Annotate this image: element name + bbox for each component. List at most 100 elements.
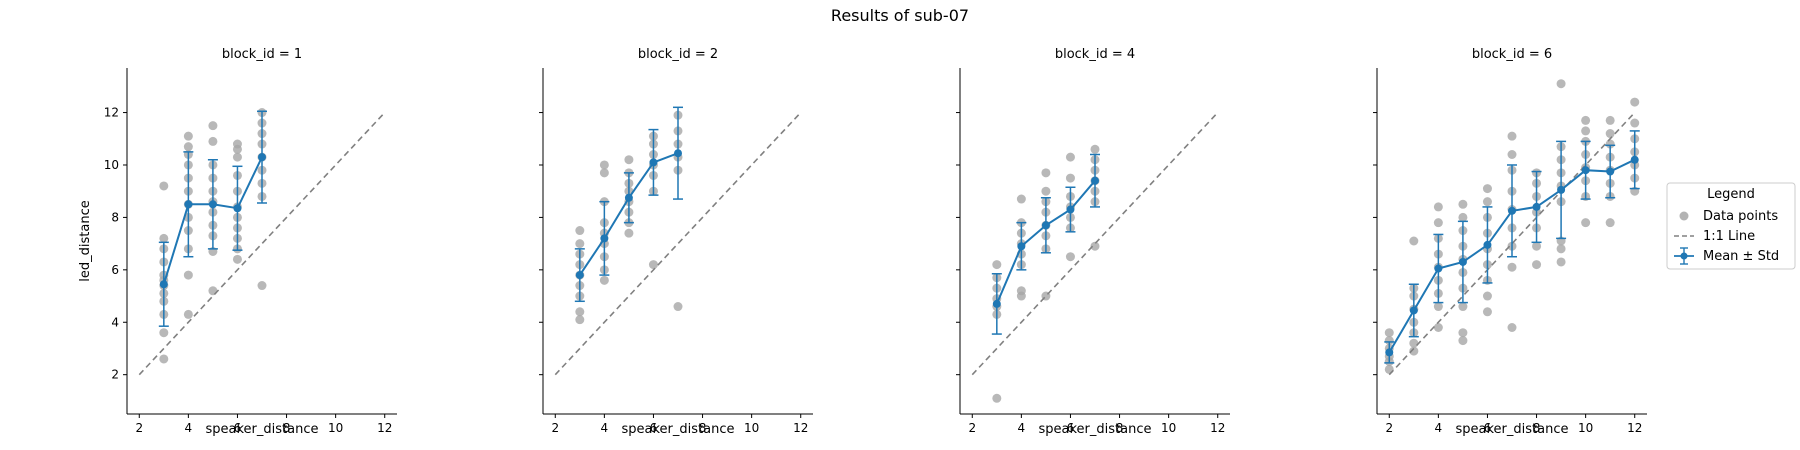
data-point — [1581, 218, 1591, 228]
figure-title: Results of sub-07 — [831, 6, 969, 25]
mean-point — [1385, 348, 1394, 357]
data-point — [1482, 291, 1492, 301]
y-tick-label: 4 — [111, 315, 119, 329]
data-point — [599, 168, 609, 178]
mean-point — [1557, 185, 1566, 194]
data-point — [208, 286, 218, 296]
x-tick-label: 2 — [1385, 421, 1393, 435]
data-point — [1532, 241, 1542, 251]
data-point — [599, 275, 609, 285]
data-point — [1065, 252, 1075, 262]
legend: Legend Data points 1:1 Line Mean ± Std — [1666, 182, 1796, 270]
x-axis-label: speaker_distance — [1456, 422, 1569, 437]
data-point — [1605, 129, 1615, 139]
data-point — [159, 354, 169, 364]
data-point — [183, 270, 193, 280]
data-point — [575, 226, 585, 236]
x-tick-label: 4 — [1018, 421, 1026, 435]
error-bars — [991, 153, 1100, 335]
x-tick-label: 12 — [1210, 421, 1225, 435]
mean-point — [258, 153, 266, 162]
x-tick-label: 2 — [135, 421, 143, 435]
mean-point — [1066, 205, 1075, 214]
mean-point — [649, 158, 658, 167]
legend-label-mean: Mean ± Std — [1703, 249, 1779, 264]
data-point — [232, 152, 242, 162]
mean-point — [1508, 206, 1516, 215]
data-point — [992, 260, 1002, 270]
data-point — [1482, 184, 1492, 194]
data-point — [575, 315, 585, 325]
x-tick-label: 4 — [601, 421, 609, 435]
mean-point — [1630, 155, 1639, 164]
mean-point — [184, 200, 193, 209]
panel-title: block_id = 6 — [1472, 47, 1552, 62]
data-point — [1458, 302, 1468, 312]
data-point — [159, 328, 169, 338]
data-point — [1458, 212, 1468, 222]
panel-2: block_id = 2 2 4 6 8 10 12 speaker_distance — [539, 47, 813, 437]
x-tick-label: 6 — [234, 421, 242, 435]
data-points — [992, 144, 1100, 403]
data-point — [159, 233, 169, 243]
data-point — [1016, 194, 1026, 204]
mean-point — [1017, 242, 1026, 251]
data-point — [1458, 199, 1468, 209]
data-point — [624, 228, 634, 238]
data-point — [992, 393, 1002, 403]
panel-title: block_id = 2 — [638, 47, 718, 62]
panel-3: block_id = 4 2 4 6 8 10 12 speaker_distance — [956, 47, 1230, 437]
legend-label-identity: 1:1 Line — [1703, 229, 1755, 244]
data-point — [1384, 364, 1394, 374]
x-tick-label: 8 — [1116, 421, 1124, 435]
x-tick-label: 8 — [699, 421, 707, 435]
data-point — [648, 260, 658, 270]
data-point — [1433, 218, 1443, 228]
data-point — [1458, 336, 1468, 346]
mean-point — [1434, 264, 1443, 273]
data-point — [673, 302, 683, 312]
mean-point — [600, 234, 609, 243]
data-point — [159, 181, 169, 191]
mean-point — [233, 204, 242, 213]
legend-marker-points — [1679, 211, 1689, 221]
data-point — [1507, 323, 1517, 332]
data-point — [1458, 328, 1468, 338]
data-point — [183, 309, 193, 319]
legend-marker-mean — [1674, 247, 1694, 265]
x-axis-label: speaker_distance — [622, 422, 735, 437]
data-point — [1630, 118, 1640, 128]
data-point — [1384, 336, 1394, 346]
data-point — [575, 239, 585, 249]
data-point — [1384, 328, 1394, 338]
data-point — [1409, 338, 1419, 348]
error-bars — [574, 106, 683, 303]
data-point — [1532, 260, 1542, 270]
panel-1: block_id = 1 2 4 6 8 10 12 2 4 6 8 10 12 speaker_dist… — [78, 47, 397, 437]
y-axis-label: led_distance — [78, 200, 93, 281]
data-point — [575, 307, 585, 317]
data-point — [1556, 244, 1566, 254]
mean-point — [992, 299, 1001, 308]
data-point — [1016, 286, 1026, 296]
legend-label-points: Data points — [1703, 209, 1778, 224]
data-point — [232, 139, 242, 149]
y-tick-label: 2 — [111, 368, 119, 382]
legend-title: Legend — [1707, 187, 1755, 202]
data-point — [1482, 307, 1492, 317]
data-point — [257, 281, 267, 291]
data-point — [1605, 139, 1615, 149]
mean-point — [1606, 167, 1615, 176]
data-point — [1630, 97, 1640, 107]
data-point — [1065, 173, 1075, 183]
x-tick-label: 6 — [1484, 421, 1492, 435]
data-point — [1090, 144, 1100, 154]
mean-point — [575, 271, 584, 280]
y-tick-label: 8 — [111, 210, 119, 224]
mean-point — [1458, 257, 1467, 266]
x-axis-label: speaker_distance — [206, 422, 319, 437]
panel-title: block_id = 1 — [222, 47, 302, 62]
y-tick-label: 10 — [104, 158, 119, 172]
data-point — [1041, 186, 1051, 196]
mean-point — [624, 193, 633, 202]
